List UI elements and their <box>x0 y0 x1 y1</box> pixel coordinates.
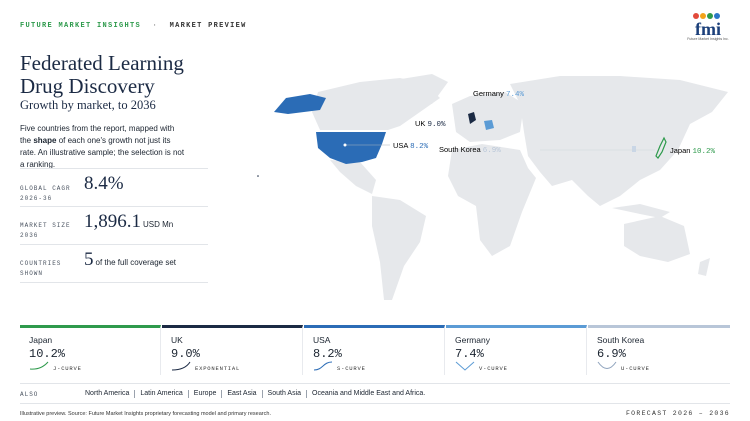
card-shape: EXPONENTIAL <box>195 365 241 372</box>
card-value: 9.0% <box>171 347 200 361</box>
description: Five countries from the report, mapped w… <box>20 123 185 171</box>
subtitle: Growth by market, to 2036 <box>20 98 156 112</box>
card-shape: V-CURVE <box>479 365 508 372</box>
section: MARKET PREVIEW <box>169 22 247 30</box>
map-country: Germany <box>473 89 504 98</box>
usa-highlight <box>316 132 386 164</box>
logo-caption: Future Market Insights Inc. <box>687 37 729 41</box>
card-country: USA <box>313 335 331 345</box>
stat-sublabel: 2026-36 <box>20 195 53 202</box>
separator: · <box>152 22 159 30</box>
logo-dots <box>693 13 720 19</box>
map-country: USA <box>393 141 408 150</box>
stat-value: 1,896.1 USD Mn <box>84 211 173 233</box>
card-shape: U-CURVE <box>621 365 650 372</box>
description-text: Five countries from the report, mapped w… <box>20 124 175 145</box>
country-card: Japan 10.2% J-CURVE <box>20 325 161 375</box>
card-shape: J-CURVE <box>53 365 82 372</box>
curve-icon <box>171 361 191 371</box>
card-value: 10.2% <box>29 347 66 361</box>
region: East Asia <box>221 390 261 398</box>
map-value: 7.4% <box>506 91 525 99</box>
map-label: South Korea 6.9% <box>439 145 501 155</box>
stat-value: 5 of the full coverage set <box>84 249 176 271</box>
brand: FUTURE MARKET INSIGHTS <box>20 22 142 30</box>
region-list: North America Latin America Europe East … <box>85 390 430 398</box>
country-card: UK 9.0% EXPONENTIAL <box>162 325 303 375</box>
stat-number: 1,896.1 <box>84 211 141 232</box>
footer-forecast: FORECAST 2026 – 2036 <box>625 410 730 417</box>
map-label: UK 9.0% <box>415 119 446 129</box>
logo-text: fmi <box>695 19 721 39</box>
curve-icon <box>455 361 475 371</box>
curve-icon <box>313 361 333 371</box>
header: FUTURE MARKET INSIGHTS · MARKET PREVIEW <box>20 22 247 30</box>
map-label: Germany 7.4% <box>473 89 524 99</box>
south-korea-highlight <box>632 146 636 152</box>
stat-value: 8.4% <box>84 173 124 194</box>
map-value: 10.2% <box>693 148 716 156</box>
stat-label-text: GLOBAL CAGR <box>20 185 71 192</box>
map-value: 9.0% <box>428 121 447 129</box>
card-country: Germany <box>455 335 490 345</box>
map-country: South Korea <box>439 145 482 154</box>
stat-label: MARKET SIZE 2036 <box>20 221 80 241</box>
stat-label: COUNTRIES SHOWN <box>20 260 62 277</box>
marker <box>343 143 347 147</box>
stat-unit: USD Mn <box>143 220 174 229</box>
card-country: UK <box>171 335 183 345</box>
map-label: Japan 10.2% <box>670 146 716 156</box>
landmass <box>312 74 728 300</box>
card-value: 8.2% <box>313 347 342 361</box>
stat-label-text: MARKET SIZE <box>20 222 71 229</box>
card-value: 7.4% <box>455 347 484 361</box>
card-shape: S-CURVE <box>337 365 366 372</box>
world-map: Germany 7.4% UK 9.0% USA 8.2% South Kore… <box>257 74 728 300</box>
map-value: 8.2% <box>410 143 429 151</box>
divider <box>20 282 208 283</box>
stat-label: GLOBAL CAGR 2026-36 <box>20 184 80 204</box>
region: Europe <box>187 390 222 398</box>
also-label: ALSO <box>20 391 39 398</box>
alaska-highlight <box>274 94 326 114</box>
description-text: of each one's growth not just its rate. … <box>20 136 185 169</box>
divider <box>20 244 208 245</box>
stat-unit: of the full coverage set <box>95 258 177 267</box>
japan-highlight <box>655 136 667 159</box>
map-country: UK <box>415 119 425 128</box>
region: South Asia <box>261 390 306 398</box>
divider <box>20 168 208 169</box>
divider <box>20 383 730 384</box>
divider <box>20 206 208 207</box>
map-value: 6.9% <box>483 147 502 155</box>
country-card: Germany 7.4% V-CURVE <box>446 325 587 375</box>
curve-icon <box>29 361 49 370</box>
card-country: Japan <box>29 335 53 345</box>
map-label: USA 8.2% <box>393 141 429 151</box>
marker <box>257 175 259 177</box>
region: Latin America <box>134 390 187 398</box>
stat-number: 5 <box>84 249 94 270</box>
footer-note: Illustrative preview. Source: Future Mar… <box>20 411 271 417</box>
country-card: South Korea 6.9% U-CURVE <box>588 325 730 375</box>
card-country: South Korea <box>597 335 645 345</box>
description-emphasis: shape <box>33 136 57 145</box>
curve-icon <box>597 361 617 369</box>
uk-highlight <box>468 112 476 124</box>
title: Federated Learning Drug Discovery <box>20 51 184 98</box>
divider <box>20 403 730 404</box>
germany-highlight <box>484 120 494 130</box>
logo: fmi Future Market Insights Inc. <box>686 11 730 41</box>
country-card: USA 8.2% S-CURVE <box>304 325 445 375</box>
card-value: 6.9% <box>597 347 626 361</box>
region: Oceania and Middle East and Africa. <box>306 390 430 398</box>
stat-sublabel: 2036 <box>20 232 39 239</box>
region: North America <box>85 390 130 397</box>
map-country: Japan <box>670 146 690 155</box>
